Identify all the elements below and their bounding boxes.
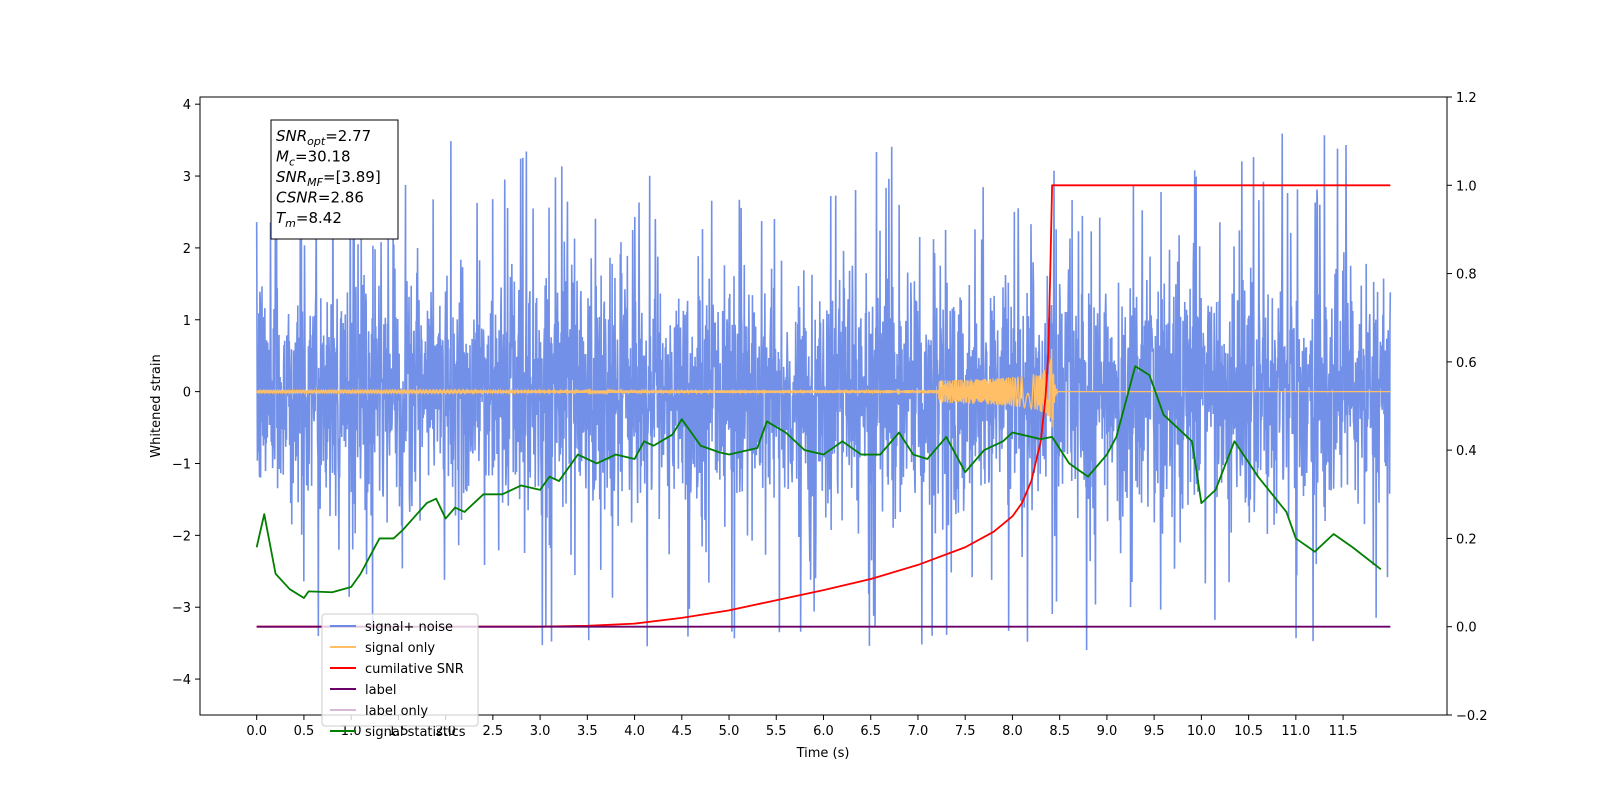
- series-signal-statistics-line: [255, 365, 1382, 599]
- y2-tick-label: 1.0: [1456, 179, 1477, 194]
- info-sub: c: [289, 156, 295, 169]
- series-layer: [255, 133, 1392, 651]
- y-tick-label: 3: [183, 170, 191, 185]
- info-sub: MF: [307, 176, 323, 189]
- x-tick-label: 5.0: [719, 724, 740, 739]
- x-tick-label: 9.0: [1097, 724, 1118, 739]
- info-box-frame: [270, 119, 399, 240]
- y2-tick-label: 1.2: [1456, 91, 1477, 106]
- series-signal-only-line: [256, 349, 1391, 428]
- y2-tick-label: −0.2: [1456, 709, 1488, 724]
- x-tick-label: 4.5: [671, 724, 692, 739]
- x-tick-label: 4.0: [624, 724, 645, 739]
- info-value: =8.42: [296, 209, 342, 227]
- y2-tick-label: 0.0: [1456, 621, 1477, 636]
- info-value: =30.18: [295, 148, 351, 166]
- y2-tick-label: 0.2: [1456, 532, 1477, 547]
- x-tick-label: 11.0: [1281, 724, 1310, 739]
- x-tick-label: 6.0: [813, 724, 834, 739]
- x-tick-label: 0.5: [294, 724, 315, 739]
- info-box-line: SNRMF=[3.89]: [276, 168, 381, 189]
- info-var: SNR: [276, 127, 307, 145]
- legend-label: label: [365, 683, 396, 698]
- x-tick-label: 8.5: [1049, 724, 1070, 739]
- y-tick-label: 1: [183, 314, 191, 329]
- info-box-line: Tm=8.42: [276, 209, 342, 230]
- info-box-line: CSNR=2.86: [276, 189, 364, 207]
- x-tick-label: 2.0: [435, 724, 456, 739]
- y-tick-label: 2: [183, 242, 191, 257]
- y-tick-label: −4: [172, 673, 191, 688]
- info-sub: m: [285, 217, 296, 230]
- x-tick-label: 11.5: [1329, 724, 1358, 739]
- y2-tick-label: 0.8: [1456, 268, 1477, 283]
- legend-label: cumilative SNR: [365, 662, 464, 677]
- x-tick-label: 2.5: [483, 724, 504, 739]
- x-tick-label: 10.0: [1187, 724, 1216, 739]
- x-tick-label: 3.0: [530, 724, 551, 739]
- info-value: =[3.89]: [323, 168, 381, 186]
- info-var: T: [276, 209, 287, 227]
- legend-label: signal only: [365, 641, 435, 656]
- x-axis-label: Time (s): [796, 746, 850, 761]
- x-tick-label: 1.5: [388, 724, 409, 739]
- legend-label: label only: [365, 704, 428, 719]
- y-tick-label: 4: [183, 98, 191, 113]
- y-tick-label: 0: [183, 386, 191, 401]
- y-axis-left: 4 3 2 1 0 −1 −2 −3 −4: [172, 98, 200, 688]
- x-axis: 0.0 0.5 1.0 1.5 2.0 2.5 3.0 3.5 4.0 4.5 5.0 5.5 6.0 6…: [246, 715, 1358, 739]
- info-var: CSNR: [276, 189, 318, 207]
- info-sub: opt: [307, 135, 326, 148]
- series-signal-noise-line: [255, 133, 1392, 651]
- x-tick-label: 3.5: [577, 724, 598, 739]
- x-tick-label: 6.5: [860, 724, 881, 739]
- x-tick-label: 9.5: [1144, 724, 1165, 739]
- y-axis-label: Whitened strain: [149, 354, 164, 457]
- legend: signal+ noise signal only cumilative SNR la…: [321, 613, 479, 740]
- info-box-line: Mc=30.18: [276, 148, 351, 169]
- x-tick-label: 10.5: [1234, 724, 1263, 739]
- info-box-line: SNRopt=2.77: [276, 127, 371, 148]
- y-tick-label: −1: [172, 457, 191, 472]
- y2-tick-label: 0.6: [1456, 356, 1477, 371]
- x-tick-label: 8.0: [1002, 724, 1023, 739]
- x-tick-label: 7.5: [955, 724, 976, 739]
- y-tick-label: −3: [172, 601, 191, 616]
- info-var: SNR: [276, 168, 307, 186]
- info-box: SNRopt=2.77Mc=30.18SNRMF=[3.89]CSNR=2.86…: [270, 119, 399, 240]
- legend-label: signal+ noise: [365, 620, 453, 635]
- info-value: =2.77: [325, 127, 371, 145]
- x-tick-label: 7.0: [908, 724, 929, 739]
- y-axis-right: 1.2 1.0 0.8 0.6 0.4 0.2 0.0 −0.2: [1447, 91, 1488, 724]
- y2-tick-label: 0.4: [1456, 444, 1477, 459]
- legend-frame: [321, 613, 479, 727]
- info-var: M: [276, 148, 289, 166]
- legend-label: signal statistics: [365, 725, 466, 740]
- y-tick-label: −2: [172, 529, 191, 544]
- series-cumilative-snr-line: [256, 184, 1391, 628]
- x-tick-label: 0.0: [246, 724, 267, 739]
- info-value: =2.86: [318, 189, 364, 207]
- x-tick-label: 5.5: [766, 724, 787, 739]
